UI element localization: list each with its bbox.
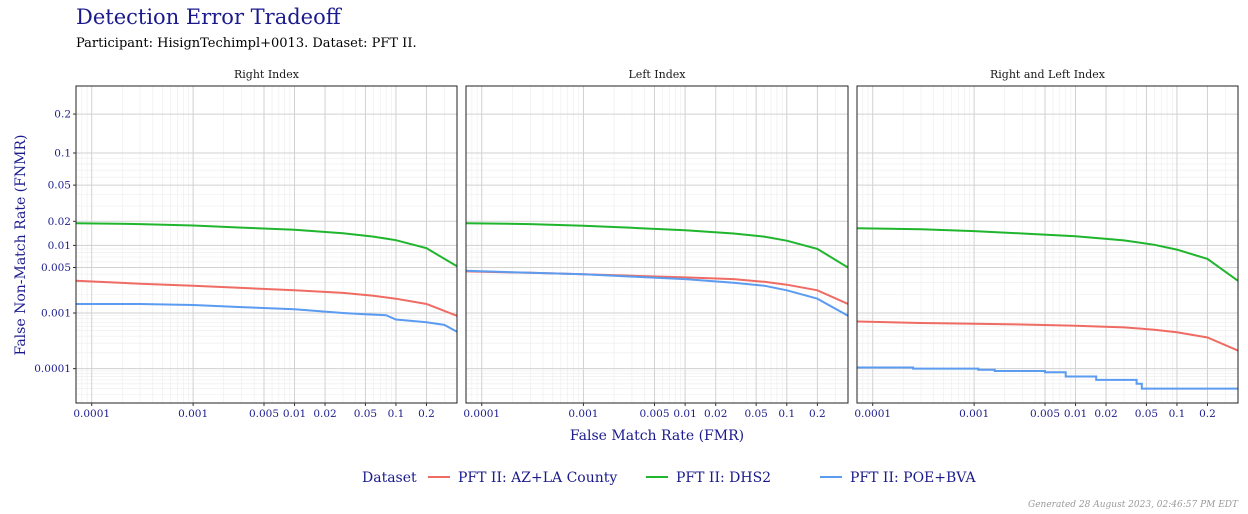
x-tick-label: 0.2	[1199, 408, 1216, 420]
y-tick-label: 0.0001	[34, 363, 71, 375]
y-tick-label: 0.1	[54, 147, 71, 159]
panel-frame	[856, 85, 1239, 404]
x-tick-label: 0.0001	[463, 408, 500, 420]
legend-entry-label: PFT II: POE+BVA	[850, 470, 976, 486]
x-tick-label: 0.1	[1169, 408, 1186, 420]
chart-subtitle: Participant: HisignTechimpl+0013. Datase…	[76, 36, 417, 51]
x-tick-label: 0.05	[744, 408, 767, 420]
panel-frame	[465, 85, 849, 404]
y-tick-label: 0.01	[48, 240, 71, 252]
x-tick-label: 0.001	[959, 408, 989, 420]
y-tick-label: 0.001	[41, 308, 71, 320]
y-axis-title: False Non-Match Rate (FNMR)	[13, 135, 29, 356]
x-axis-title: False Match Rate (FMR)	[570, 428, 744, 444]
panel-title: Left Index	[629, 68, 687, 81]
y-tick-label: 0.05	[48, 180, 71, 192]
x-tick-label: 0.0001	[73, 408, 110, 420]
series-line-pft-ii-poe-bva	[76, 303, 457, 333]
series-line-pft-ii-dhs2	[466, 222, 848, 269]
series-line-pft-ii-az-la-county	[76, 279, 457, 317]
panel-1: Right Index 0.0001 0.001 0.005 0.01 0.02 0.05 0…	[34, 68, 458, 420]
generated-timestamp: Generated 28 August 2023, 02:46:57 PM ED…	[1028, 500, 1238, 510]
y-tick-label: 0.005	[41, 262, 71, 274]
series-line-pft-ii-az-la-county	[857, 320, 1238, 352]
x-tick-label: 0.02	[1094, 408, 1117, 420]
legend-entry-label: PFT II: DHS2	[676, 470, 771, 486]
legend-title: Dataset	[362, 470, 417, 486]
y-tick-label: 0.2	[54, 109, 71, 121]
x-tick-label: 0.01	[283, 408, 306, 420]
x-tick-label: 0.0001	[854, 408, 891, 420]
x-tick-label: 0.05	[354, 408, 377, 420]
panel-2: Left Index 0.0001 0.001 0.005 0.01 0.02 0.05 0.…	[463, 68, 849, 420]
x-tick-label: 0.1	[778, 408, 795, 420]
panel-3: Right and Left Index 0.0001 0.001 0.005 0.01…	[854, 68, 1239, 420]
panel-title: Right and Left Index	[990, 68, 1106, 81]
series-line-pft-ii-poe-bva	[857, 366, 1238, 390]
x-tick-label: 0.01	[1064, 408, 1087, 420]
y-tick-label: 0.02	[48, 216, 71, 228]
x-tick-label: 0.2	[809, 408, 826, 420]
chart-title: Detection Error Tradeoff	[76, 5, 341, 29]
x-tick-label: 0.001	[568, 408, 598, 420]
series-line-pft-ii-dhs2	[857, 227, 1238, 282]
panel-title: Right Index	[234, 68, 300, 81]
series-line-pft-ii-az-la-county	[466, 270, 848, 305]
x-tick-label: 0.01	[673, 408, 696, 420]
series-line-pft-ii-dhs2	[76, 222, 457, 268]
x-tick-label: 0.02	[704, 408, 727, 420]
x-tick-label: 0.05	[1135, 408, 1158, 420]
legend: Dataset PFT II: AZ+LA County PFT II: DHS2 P…	[362, 470, 976, 486]
x-tick-label: 0.02	[313, 408, 336, 420]
x-tick-label: 0.2	[418, 408, 435, 420]
series-line-pft-ii-poe-bva	[466, 269, 848, 317]
x-tick-label: 0.1	[388, 408, 405, 420]
x-tick-label: 0.005	[1030, 408, 1060, 420]
panel-frame	[75, 85, 458, 404]
x-tick-label: 0.001	[178, 408, 208, 420]
x-tick-label: 0.005	[249, 408, 279, 420]
legend-entry-label: PFT II: AZ+LA County	[458, 470, 617, 486]
x-tick-label: 0.005	[639, 408, 669, 420]
